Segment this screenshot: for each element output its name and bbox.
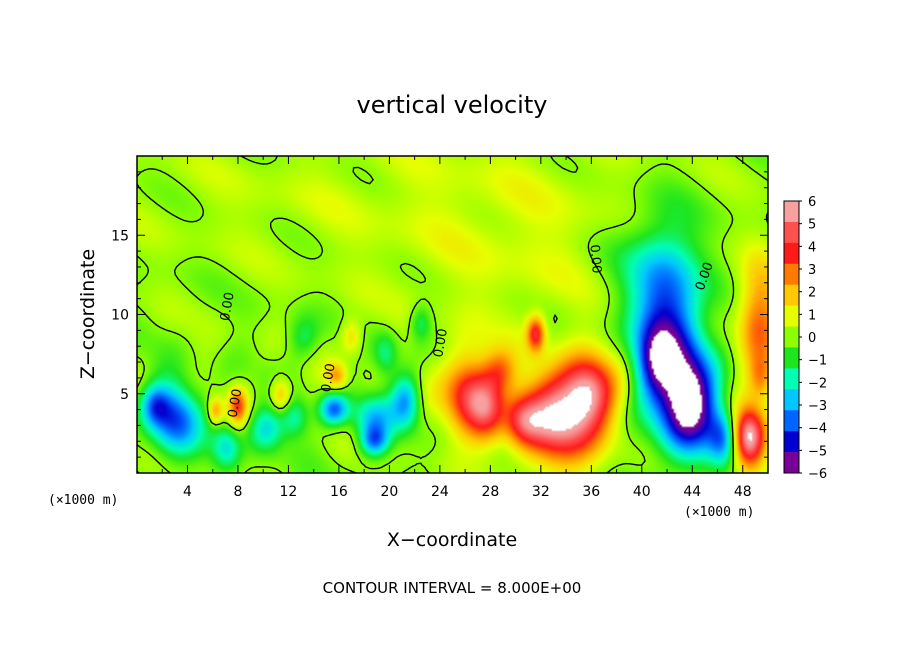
x-tick-label: 4 (183, 484, 192, 500)
x-tick-label: 44 (683, 484, 701, 500)
colorbar-swatch (784, 263, 799, 285)
colorbar-label: 0 (808, 331, 816, 346)
colorbar-swatch (784, 389, 799, 411)
colorbar-swatch (784, 452, 799, 474)
velocity-field-image (137, 156, 768, 473)
colorbar-label: 1 (808, 308, 816, 323)
x-axis: 4 8 12 16 20 24 28 32 36 40 44 48 (161, 156, 752, 500)
colorbar: 6 5 4 3 2 1 0 −1 −2 −3 −4 −5 −6 (783, 195, 827, 482)
y-axis: 5 10 15 (111, 171, 768, 458)
colorbar-label: 5 (808, 218, 816, 233)
x-unit-right: (×1000 m) (684, 505, 754, 520)
colorbar-label: 6 (808, 195, 816, 210)
x-tick-label: 24 (431, 484, 449, 500)
y-tick-label: 15 (111, 228, 129, 244)
colorbar-swatch (784, 431, 799, 453)
colorbar-swatch (784, 221, 799, 244)
y-tick-label: 10 (111, 308, 129, 324)
x-tick-label: 12 (280, 484, 298, 500)
colorbar-swatch (784, 368, 799, 390)
contour-label: 0.00 (431, 327, 451, 358)
contour-label: 0.00 (586, 244, 603, 274)
x-axis-label: X−coordinate (387, 529, 517, 551)
x-unit-left: (×1000 m) (48, 493, 118, 508)
chart-title: vertical velocity (357, 91, 548, 119)
x-tick-label: 20 (380, 484, 398, 500)
colorbar-label: −6 (808, 467, 827, 482)
x-tick-label: 28 (481, 484, 499, 500)
colorbar-swatch (784, 347, 799, 369)
contour-labels: 0.000.000.000.000.000.00 (218, 244, 717, 419)
zero-contours (137, 156, 768, 473)
colorbar-label: 4 (808, 240, 816, 255)
x-tick-label: 16 (330, 484, 348, 500)
contour-label: 0.00 (319, 362, 339, 393)
colorbar-swatch (784, 410, 799, 432)
colorbar-swatch (784, 201, 799, 223)
plot-area: 0.000.000.000.000.000.00 (136, 155, 769, 474)
x-tick-label: 48 (734, 484, 752, 500)
colorbar-label: −3 (808, 399, 827, 414)
x-tick-label: 8 (233, 484, 242, 500)
x-tick-label: 40 (633, 484, 651, 500)
colorbar-label: 3 (808, 263, 816, 278)
contour-line-zero (137, 156, 768, 473)
colorbar-label: −1 (808, 354, 827, 369)
colorbar-swatch (784, 326, 799, 348)
colorbar-swatch (784, 242, 799, 265)
contour-label: 0.00 (218, 291, 238, 322)
y-axis-label: Z−coordinate (77, 249, 99, 379)
colorbar-label: −4 (808, 422, 827, 437)
colorbar-label: −2 (808, 376, 827, 391)
contour-label: 0.00 (226, 388, 246, 419)
x-tick-label: 32 (532, 484, 550, 500)
x-tick-label: 36 (582, 484, 600, 500)
colorbar-label: −5 (808, 444, 827, 459)
colorbar-swatch (784, 305, 799, 327)
y-tick-label: 5 (120, 387, 129, 403)
contour-interval-note: CONTOUR INTERVAL = 8.000E+00 (323, 579, 582, 597)
colorbar-swatch (784, 284, 799, 306)
colorbar-label: 2 (808, 286, 816, 301)
